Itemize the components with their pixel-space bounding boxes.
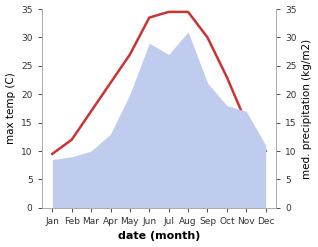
Y-axis label: max temp (C): max temp (C): [5, 73, 16, 144]
X-axis label: date (month): date (month): [118, 231, 200, 242]
Y-axis label: med. precipitation (kg/m2): med. precipitation (kg/m2): [302, 38, 313, 179]
